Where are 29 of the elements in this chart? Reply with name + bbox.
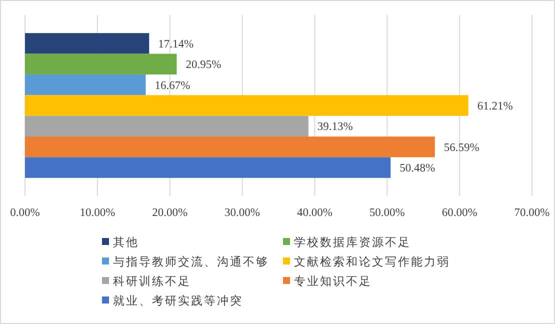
bar	[25, 74, 146, 96]
legend-label: 科研训练不足	[113, 274, 191, 288]
data-label: 16.67%	[154, 80, 191, 92]
data-label: 56.59%	[444, 142, 480, 154]
bar	[25, 95, 468, 116]
bar	[25, 136, 435, 158]
bar	[25, 157, 391, 178]
legend-label: 文献检索和论文写作能力弱	[294, 254, 450, 268]
data-label: 17.14%	[158, 38, 194, 50]
legend-label: 学校数据库资源不足	[294, 235, 411, 249]
data-label: 61.21%	[477, 100, 514, 112]
x-tick-label: 50.00%	[369, 207, 406, 219]
legend-label: 其他	[113, 235, 139, 249]
x-tick-label: 60.00%	[442, 207, 478, 219]
x-tick-label: 30.00%	[224, 207, 260, 219]
x-tick-label: 20.00%	[152, 207, 188, 219]
data-label: 39.13%	[317, 121, 354, 134]
data-label: 50.48%	[400, 162, 436, 175]
x-tick-label: 0.00%	[10, 207, 40, 219]
x-tick-label: 40.00%	[296, 207, 333, 219]
bar	[25, 33, 150, 54]
x-tick-label: 70.00%	[514, 207, 550, 219]
legend-label: 就业、考研实践等冲突	[113, 294, 243, 308]
data-label: 20.95%	[186, 59, 222, 72]
legend-label: 专业知识不足	[294, 274, 372, 288]
legend-label: 与指导教师交流、沟通不够	[113, 254, 269, 268]
bar	[25, 116, 308, 137]
bar	[25, 54, 177, 74]
x-tick-label: 10.00%	[80, 207, 116, 219]
